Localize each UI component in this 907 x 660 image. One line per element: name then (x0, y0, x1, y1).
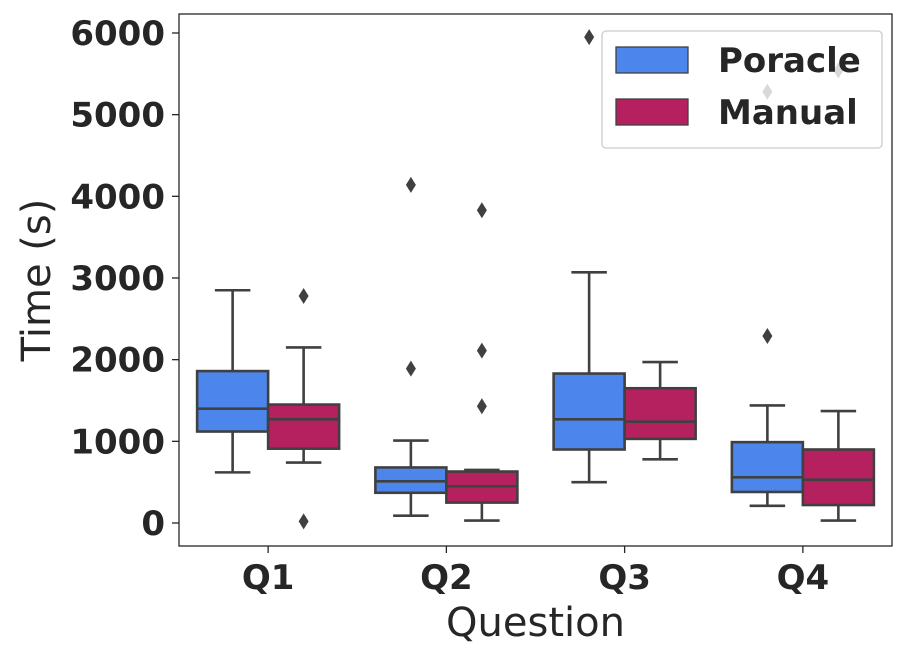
box-poracle-q3 (552, 29, 626, 484)
y-axis-ticks: 0 1000 2000 3000 4000 5000 6000 (70, 14, 179, 544)
outlier-point (476, 202, 487, 219)
y-tick-label: 0 (141, 504, 165, 544)
legend-swatch-poracle (615, 46, 689, 74)
y-tick-label: 6000 (70, 14, 165, 54)
legend: Poracle Manual (601, 30, 883, 149)
box-iqr (195, 369, 270, 433)
outlier-point (298, 287, 309, 304)
boxes-layer (195, 29, 876, 530)
box-iqr (801, 448, 876, 507)
box-manual-q4 (801, 62, 876, 522)
y-tick-label: 4000 (70, 177, 165, 217)
outlier-point (298, 513, 309, 530)
y-tick-label: 2000 (70, 341, 165, 381)
plot-area-frame (178, 13, 893, 547)
outlier-point (762, 327, 773, 344)
x-tick-label-q1: Q1 (242, 558, 295, 598)
box-manual-q3 (623, 360, 697, 461)
x-tick-label-q4: Q4 (777, 558, 830, 598)
legend-swatch-manual (615, 98, 689, 126)
outlier-point (476, 342, 487, 359)
box-iqr (266, 403, 341, 450)
legend-label-manual: Manual (718, 93, 858, 133)
y-tick-label: 1000 (70, 422, 165, 462)
box-poracle-q1 (195, 288, 270, 474)
outlier-point (584, 29, 595, 46)
box-iqr (623, 386, 697, 441)
x-axis-title: Question (446, 600, 625, 646)
y-tick-label: 5000 (70, 96, 165, 136)
x-tick-label-q3: Q3 (598, 558, 651, 598)
outlier-point (405, 360, 416, 377)
box-manual-q2 (445, 202, 519, 522)
box-iqr (552, 372, 626, 451)
outlier-point (405, 176, 416, 193)
y-tick-label: 3000 (70, 259, 165, 299)
x-tick-label-q2: Q2 (420, 558, 473, 598)
legend-label-poracle: Poracle (718, 41, 861, 81)
y-axis-title: Time (s) (14, 199, 60, 363)
box-poracle-q2 (374, 176, 448, 517)
x-axis-ticks: Q1 Q2 Q3 Q4 (242, 546, 829, 598)
box-manual-q1 (266, 287, 341, 530)
box-iqr (730, 440, 805, 494)
outlier-point (476, 398, 487, 415)
